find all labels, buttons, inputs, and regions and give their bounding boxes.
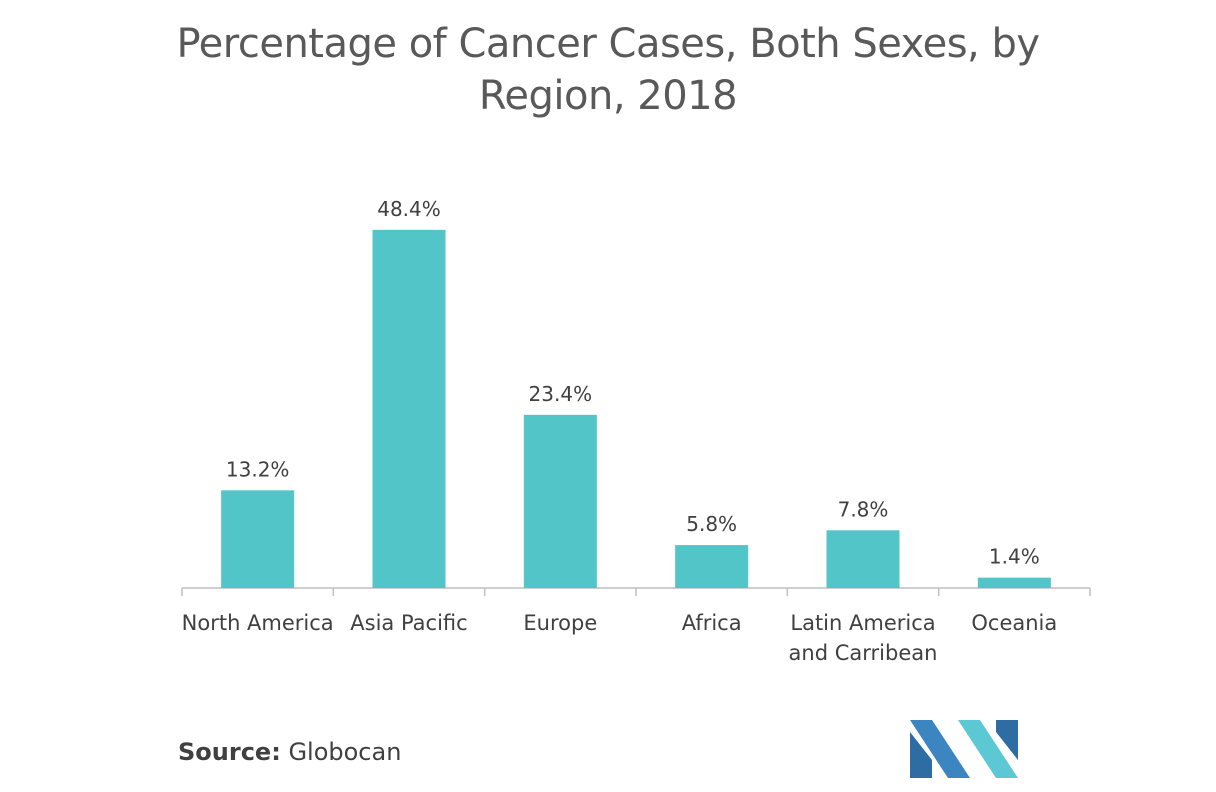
chart-title: Percentage of Cancer Cases, Both Sexes, …	[0, 18, 1216, 122]
data-label: 7.8%	[838, 497, 889, 521]
bar	[977, 577, 1051, 588]
bar	[372, 229, 446, 588]
logo-shape-right	[958, 720, 1018, 778]
source-note: Source: Globocan	[178, 738, 401, 766]
bar	[221, 490, 295, 588]
x-tick-label: Latin America	[790, 611, 935, 635]
x-tick-label: and Carribean	[789, 641, 938, 665]
logo-shape-far	[996, 720, 1018, 760]
x-tick-label: Africa	[682, 611, 742, 635]
x-tick-label: Oceania	[971, 611, 1057, 635]
data-label: 1.4%	[989, 545, 1040, 569]
logo-shape-mid	[910, 720, 970, 778]
data-label: 5.8%	[686, 512, 737, 536]
logo-shape-left	[910, 732, 932, 778]
x-tick-label: Europe	[523, 611, 597, 635]
data-label: 23.4%	[529, 382, 593, 406]
bar	[826, 530, 900, 588]
bar	[523, 414, 597, 588]
source-label: Source:	[178, 738, 281, 766]
bar	[675, 545, 749, 588]
chart-title-line-2: Region, 2018	[478, 73, 738, 119]
data-label: 13.2%	[226, 457, 290, 481]
x-tick-label: Asia Pacific	[350, 611, 467, 635]
source-value: Globocan	[288, 738, 402, 766]
chart-title-line-1: Percentage of Cancer Cases, Both Sexes, …	[176, 21, 1040, 67]
mordor-intelligence-logo	[910, 720, 1018, 778]
data-label: 48.4%	[377, 197, 441, 221]
x-tick-label: North America	[182, 611, 334, 635]
